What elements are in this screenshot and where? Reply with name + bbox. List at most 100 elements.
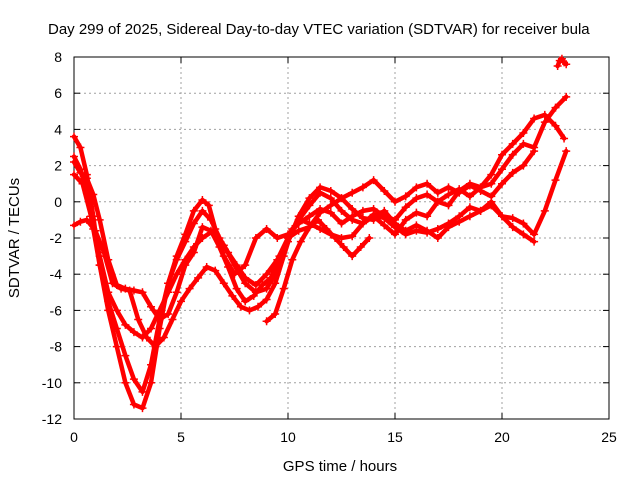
data-point-marker (401, 230, 410, 239)
data-point-marker (316, 208, 325, 217)
data-point-marker (104, 255, 113, 264)
y-axis-label: SDTVAR / TECUs (6, 178, 23, 298)
data-point-marker (380, 214, 389, 223)
data-point-marker (508, 214, 517, 223)
data-point-marker (164, 310, 173, 319)
data-point-marker (391, 230, 399, 239)
data-point-marker (519, 230, 528, 239)
data-point-marker (519, 219, 528, 228)
data-point-marker (337, 206, 346, 215)
data-point-marker (70, 221, 78, 230)
data-point-marker (444, 201, 453, 210)
chart-title: Day 299 of 2025, Sidereal Day-to-day VTE… (48, 21, 590, 38)
data-point-marker (326, 208, 335, 217)
data-point-marker (358, 206, 367, 215)
data-point-marker (129, 400, 138, 409)
data-point-marker (121, 320, 130, 329)
axis-ticks: 0 5 10 15 20 25 -12 -10 -8 -6 -4 -2 0 2 4 6 8 (42, 49, 617, 445)
data-point-marker (219, 241, 228, 250)
data-point-marker (249, 291, 258, 300)
data-point-marker (326, 194, 335, 203)
data-point-marker (129, 328, 138, 337)
data-point-marker (230, 261, 239, 270)
data-point-marker (70, 157, 78, 166)
data-point-marker (487, 192, 496, 201)
data-point-marker (348, 188, 357, 197)
y-tick-label: -10 (42, 375, 62, 391)
y-tick-label: 0 (54, 194, 62, 210)
data-point-marker (164, 288, 173, 297)
data-point-marker (391, 197, 399, 206)
data-point-marker (172, 288, 181, 297)
data-point-marker (241, 261, 250, 270)
data-point-marker (369, 176, 378, 185)
data-point-marker (551, 176, 560, 185)
data-point-marker (129, 286, 138, 295)
data-point-marker (337, 219, 346, 228)
data-point-marker (337, 194, 346, 203)
data-point-marker (465, 192, 474, 201)
data-point-marker (147, 324, 156, 333)
data-point-marker (294, 226, 303, 235)
data-point-marker (258, 281, 267, 290)
data-point-marker (530, 237, 539, 246)
data-point-marker (279, 284, 288, 293)
data-point-marker (358, 183, 367, 192)
data-point-marker (540, 118, 549, 127)
data-point-marker (326, 186, 335, 195)
data-point-marker (273, 234, 282, 242)
data-point-marker (339, 243, 348, 252)
data-point-marker (147, 360, 156, 369)
data-point-marker (433, 224, 442, 233)
data-point-marker (129, 375, 138, 384)
data-point-marker (271, 310, 280, 319)
data-point-marker (215, 243, 224, 252)
data-point-marker (198, 206, 207, 215)
data-point-marker (232, 284, 241, 293)
data-point-marker (241, 297, 250, 306)
series-line (71, 94, 569, 395)
data-point-marker (553, 62, 562, 71)
data-point-marker (487, 201, 496, 210)
data-point-marker (112, 281, 121, 290)
data-point-marker (369, 210, 378, 219)
data-point-marker (147, 302, 156, 311)
data-point-marker (540, 206, 549, 215)
data-point-marker (91, 226, 100, 235)
data-point-marker (155, 315, 164, 324)
data-point-marker (465, 181, 474, 190)
data-point-marker (219, 279, 228, 288)
data-point-marker (155, 306, 164, 315)
x-tick-label: 15 (387, 429, 403, 445)
data-point-marker (530, 147, 539, 156)
y-tick-label: -8 (50, 339, 63, 355)
data-point-marker (112, 342, 121, 351)
data-point-marker (189, 206, 198, 215)
data-point-marker (147, 378, 156, 387)
data-point-marker (159, 333, 168, 342)
x-tick-label: 25 (601, 429, 617, 445)
data-point-marker (76, 168, 85, 177)
data-point-marker (254, 302, 263, 311)
data-point-marker (262, 270, 271, 279)
data-point-marker (296, 237, 305, 246)
data-point-marker (134, 315, 143, 324)
data-point-marker (551, 103, 560, 112)
data-point-marker (82, 174, 91, 183)
data-point-marker (455, 188, 464, 197)
data-point-marker (508, 139, 517, 148)
x-tick-label: 20 (494, 429, 510, 445)
data-point-marker (138, 288, 147, 297)
data-point-marker (331, 234, 340, 242)
data-point-marker (423, 212, 432, 221)
data-point-marker (380, 206, 389, 215)
y-tick-label: 2 (54, 158, 62, 174)
data-point-marker (476, 206, 485, 215)
data-point-marker (262, 224, 271, 233)
data-point-marker (380, 186, 389, 195)
data-point-marker (455, 212, 464, 221)
data-point-marker (296, 215, 305, 224)
data-series (70, 54, 571, 413)
data-point-marker (76, 143, 85, 152)
